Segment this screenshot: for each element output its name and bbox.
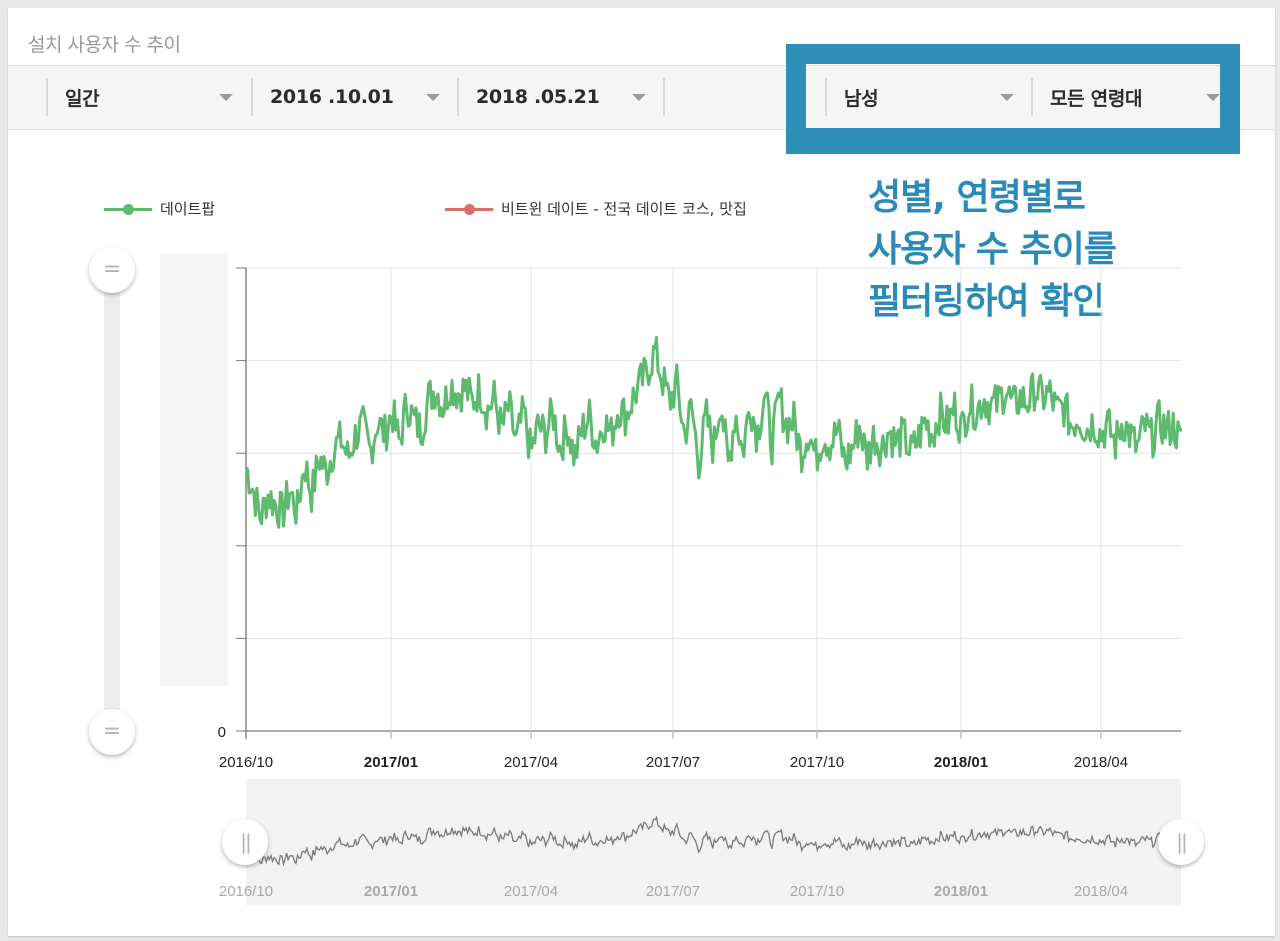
grip-icon: || [1176, 830, 1188, 854]
end-date-label: 2018 .05.21 [476, 86, 600, 108]
x-tick-label: 2018/01 [934, 754, 988, 771]
grip-icon: = [102, 719, 122, 744]
chevron-down-icon [632, 94, 646, 101]
start-date-label: 2016 .10.01 [270, 86, 394, 108]
y-range-top-handle[interactable]: = [89, 247, 135, 293]
navigator-tick-label: 2017/10 [790, 883, 844, 900]
navigator-left-handle[interactable]: || [222, 819, 268, 865]
legend-item-datepop[interactable]: 데이트팝 [104, 198, 215, 219]
end-date-dropdown[interactable]: 2018 .05.21 [457, 78, 656, 116]
navigator-tick-label: 2018/04 [1074, 883, 1128, 900]
grip-icon: || [240, 830, 252, 854]
legend-marker-icon [104, 202, 152, 216]
x-tick-label: 2016/10 [219, 754, 273, 771]
age-group-dropdown[interactable]: 모든 연령대 [1031, 78, 1230, 116]
annotation-line: 성별, 연령별로 [868, 177, 1086, 218]
legend-item-between-date[interactable]: 비트윈 데이트 - 전국 데이트 코스, 맛집 [445, 198, 747, 219]
card-title: 설치 사용자 수 추이 [28, 34, 181, 56]
x-tick-label: 2018/04 [1074, 754, 1128, 771]
gender-dropdown-label: 남성 [844, 87, 879, 110]
navigator-right-handle[interactable]: || [1158, 819, 1204, 865]
y-range-shade [160, 253, 228, 686]
chevron-down-icon [219, 94, 233, 101]
navigator-tick-label: 2017/01 [364, 883, 418, 900]
x-tick-label: 2017/10 [790, 754, 844, 771]
series-line-datepop [244, 336, 1183, 529]
legend-marker-icon [445, 202, 493, 216]
age-group-dropdown-label: 모든 연령대 [1050, 87, 1143, 110]
chevron-down-icon [1206, 94, 1220, 101]
period-dropdown-label: 일간 [65, 87, 100, 110]
y-range-bottom-handle[interactable]: = [89, 709, 135, 755]
x-tick-label: 2017/04 [504, 754, 558, 771]
annotation-line: 사용자 수 추이를 [868, 229, 1117, 270]
chevron-down-icon [1000, 94, 1014, 101]
annotation-line: 필터링하여 확인 [868, 281, 1105, 322]
chevron-down-icon [426, 94, 440, 101]
navigator-tick-label: 2017/04 [504, 883, 558, 900]
navigator-tick-label: 2017/07 [646, 883, 700, 900]
navigator-tick-label: 2018/01 [934, 883, 988, 900]
start-date-dropdown[interactable]: 2016 .10.01 [251, 78, 450, 116]
gender-dropdown[interactable]: 남성 [825, 78, 1024, 116]
y-tick-label: 0 [218, 724, 226, 741]
x-tick-label: 2017/01 [364, 754, 418, 771]
navigator-line [245, 815, 1182, 867]
legend-label: 비트윈 데이트 - 전국 데이트 코스, 맛집 [501, 200, 747, 218]
filter-bar: 일간 2016 .10.01 2018 .05.21 남성 모든 연령대 [8, 65, 1275, 130]
navigator-tick-label: 2016/10 [219, 883, 273, 900]
y-range-slider-track[interactable] [104, 270, 120, 732]
legend-label: 데이트팝 [160, 200, 216, 218]
grip-icon: = [102, 257, 122, 282]
period-dropdown[interactable]: 일간 [46, 78, 243, 116]
annotation-text: 성별, 연령별로 사용자 수 추이를 필터링하여 확인 [868, 172, 1117, 328]
x-tick-label: 2017/07 [646, 754, 700, 771]
dropdown-divider [663, 78, 665, 116]
